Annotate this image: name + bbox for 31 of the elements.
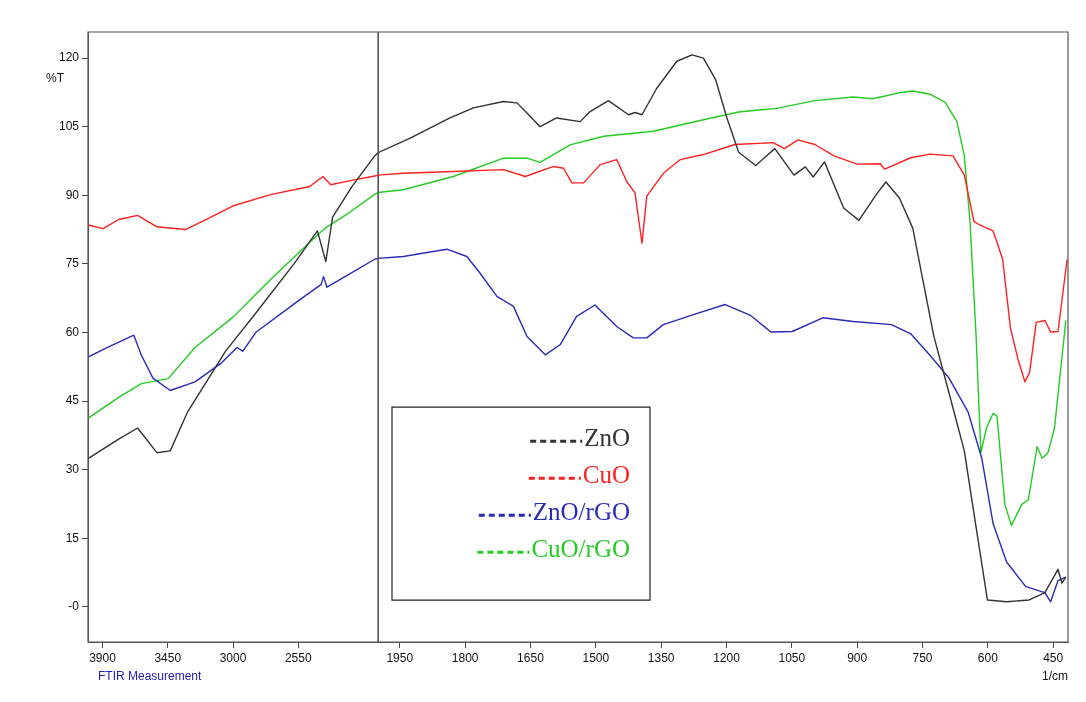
x-tick-label: 1500 (582, 650, 610, 665)
y-tick-label: -0 (68, 599, 80, 614)
x-tick-label: 3900 (89, 650, 117, 665)
y-tick-label: 30 (65, 461, 80, 476)
y-tick-label: 15 (65, 530, 80, 545)
y-tick-label: 120 (58, 50, 80, 65)
x-tick-label: 450 (1043, 650, 1064, 665)
legend-label: ZnO/rGO (532, 497, 630, 525)
legend-label: CuO (582, 460, 630, 488)
y-tick-label: 105 (58, 118, 80, 133)
legend-label: ZnO (584, 423, 630, 451)
x-tick-label: 1200 (713, 650, 741, 665)
y-tick-label: 90 (65, 187, 80, 202)
x-tick-label: 3450 (154, 650, 182, 665)
x-tick-label: 1950 (386, 650, 414, 665)
x-tick-label: 1800 (451, 650, 479, 665)
x-tick-label: 1350 (647, 650, 675, 665)
y-tick-label: 45 (65, 393, 80, 408)
x-tick-label: 900 (847, 650, 868, 665)
x-tick-label: 3000 (219, 650, 247, 665)
x-tick-label: 750 (912, 650, 933, 665)
x-tick-label: 2550 (284, 650, 312, 665)
y-tick-label: 75 (65, 256, 80, 271)
y-tick-label: 60 (65, 324, 80, 339)
x-axis-title: 1/cm (1041, 669, 1068, 683)
y-axis-title: %T (46, 71, 65, 86)
x-tick-label: 600 (977, 650, 999, 665)
x-tick-label: 1650 (517, 650, 545, 665)
legend-label: CuO/rGO (531, 534, 630, 562)
text: FTIR Measurement (98, 669, 203, 683)
x-tick-label: 1050 (778, 650, 806, 665)
